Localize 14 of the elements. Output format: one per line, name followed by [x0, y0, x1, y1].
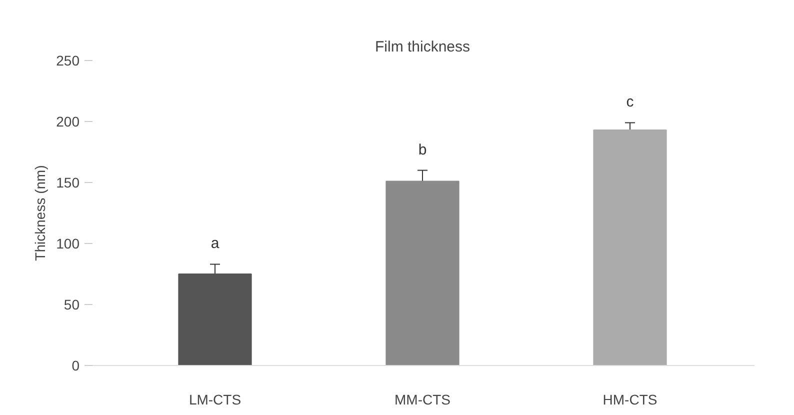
y-axis-title: Thickness (nm) — [32, 165, 48, 261]
x-tick-label: MM-CTS — [394, 392, 451, 408]
x-tick-label: LM-CTS — [188, 392, 242, 408]
annotation: c — [626, 94, 634, 111]
y-tick-label: 150 — [56, 174, 80, 190]
y-tick-label: 200 — [56, 114, 80, 130]
y-tick-label: 0 — [72, 358, 80, 374]
chart-title: Film thickness — [374, 38, 470, 56]
y-tick-label: 250 — [56, 52, 80, 68]
annotation: a — [210, 235, 220, 252]
y-tick-label: 50 — [64, 296, 80, 312]
annotation: b — [418, 141, 427, 158]
x-tick-label: HM-CTS — [602, 392, 658, 408]
y-tick-label: 100 — [56, 236, 80, 252]
